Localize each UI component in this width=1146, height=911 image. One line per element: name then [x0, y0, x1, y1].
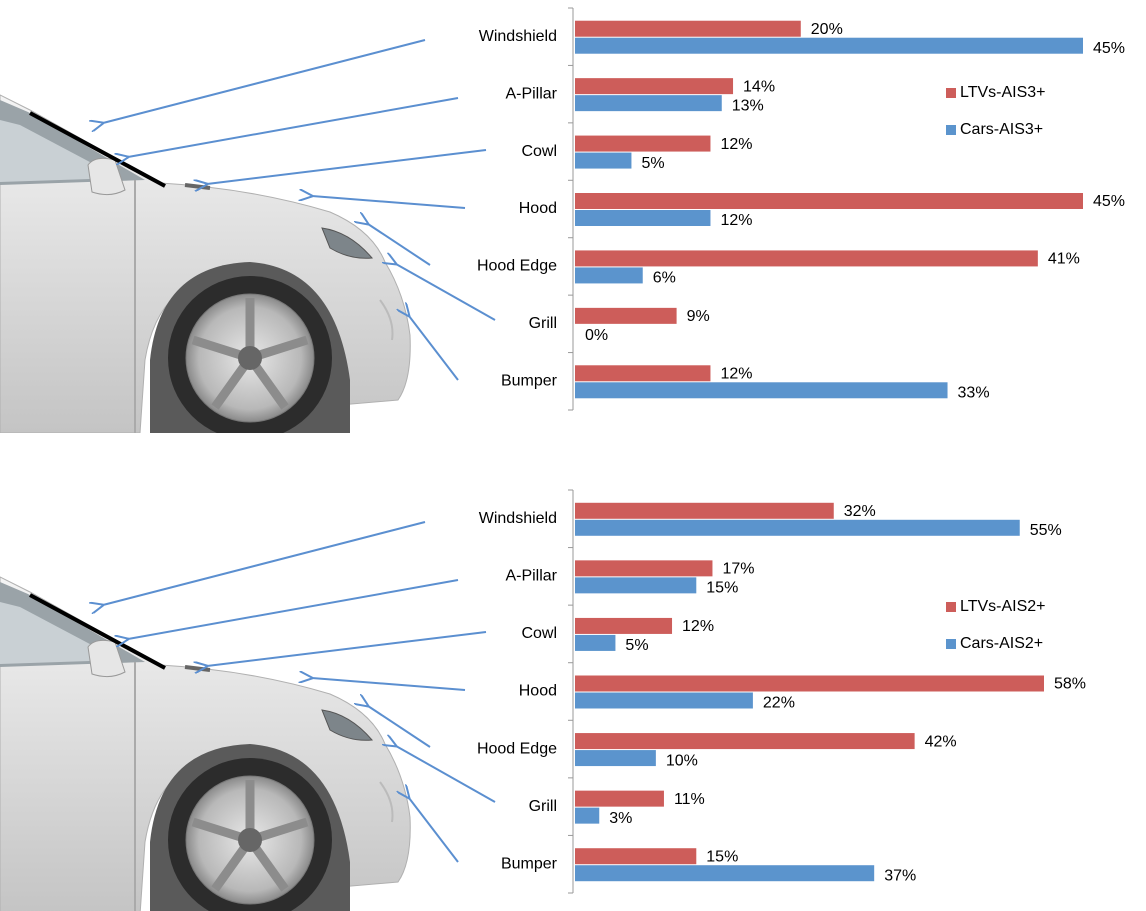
value-label: 45%: [1093, 40, 1125, 57]
category-label: Hood Edge: [477, 258, 557, 275]
category-label: Cowl: [521, 625, 557, 642]
bar: [575, 307, 677, 324]
value-label: 6%: [653, 270, 676, 287]
value-label: 41%: [1048, 251, 1080, 268]
category-label: Windshield: [479, 510, 557, 527]
bar: [575, 20, 801, 37]
value-label: 32%: [844, 503, 876, 520]
legend-swatch: [946, 602, 956, 612]
value-label: 9%: [687, 308, 710, 325]
bar: [575, 135, 711, 152]
bar: [575, 577, 697, 594]
value-label: 58%: [1054, 676, 1086, 693]
category-label: Grill: [529, 798, 557, 815]
bar: [575, 37, 1083, 54]
bar: [575, 560, 713, 577]
bar: [575, 675, 1044, 692]
value-label: 3%: [609, 810, 632, 827]
value-label: 13%: [732, 97, 764, 114]
value-label: 45%: [1093, 193, 1125, 210]
legend-swatch: [946, 125, 956, 135]
category-label: Bumper: [501, 373, 558, 390]
bar: [575, 807, 600, 824]
value-label: 12%: [682, 618, 714, 635]
value-label: 42%: [925, 733, 957, 750]
bar: [575, 250, 1038, 267]
value-label: 5%: [625, 637, 648, 654]
bar: [575, 382, 948, 399]
category-label: A-Pillar: [505, 568, 557, 585]
value-label: 15%: [706, 848, 738, 865]
bar: [575, 152, 632, 169]
legend-label: LTVs-AIS2+: [960, 598, 1046, 615]
car-illustration: [0, 522, 495, 911]
value-label: 10%: [666, 752, 698, 769]
value-label: 12%: [720, 136, 752, 153]
bar: [575, 210, 711, 226]
value-label: 55%: [1030, 522, 1062, 539]
value-label: 12%: [720, 366, 752, 383]
bar: [575, 865, 875, 882]
value-label: 12%: [720, 212, 752, 229]
bar: [575, 365, 711, 382]
value-label: 15%: [706, 580, 738, 597]
category-label: Hood: [519, 200, 557, 217]
bar: [575, 502, 834, 519]
category-label: Bumper: [501, 855, 558, 872]
bar: [575, 733, 915, 750]
bar: [575, 267, 643, 284]
category-label: Windshield: [479, 28, 557, 45]
category-label: Hood: [519, 683, 557, 700]
bar: [575, 78, 734, 95]
value-label: 17%: [722, 561, 754, 578]
category-label: A-Pillar: [505, 85, 557, 102]
category-label: Cowl: [521, 143, 557, 160]
bar: [575, 848, 697, 865]
category-label: Hood Edge: [477, 740, 557, 757]
value-label: 37%: [884, 867, 916, 884]
bar: [575, 634, 616, 651]
bar: [575, 692, 753, 709]
legend-label: LTVs-AIS3+: [960, 84, 1046, 101]
value-label: 20%: [811, 21, 843, 38]
legend-swatch: [946, 639, 956, 649]
bar: [575, 617, 673, 634]
value-label: 5%: [641, 155, 664, 172]
value-label: 11%: [674, 791, 705, 808]
legend-swatch: [946, 88, 956, 98]
value-label: 14%: [743, 78, 775, 95]
value-label: 22%: [763, 695, 795, 712]
car-illustration: [0, 40, 495, 440]
bar: [575, 750, 656, 767]
bar: [575, 193, 1083, 209]
bar: [575, 95, 722, 112]
bar: [575, 519, 1020, 536]
bar: [575, 790, 664, 807]
value-label: 0%: [585, 327, 608, 344]
value-label: 33%: [958, 385, 990, 402]
category-label: Grill: [529, 315, 557, 332]
legend-label: Cars-AIS2+: [960, 635, 1043, 652]
legend-label: Cars-AIS3+: [960, 121, 1043, 138]
